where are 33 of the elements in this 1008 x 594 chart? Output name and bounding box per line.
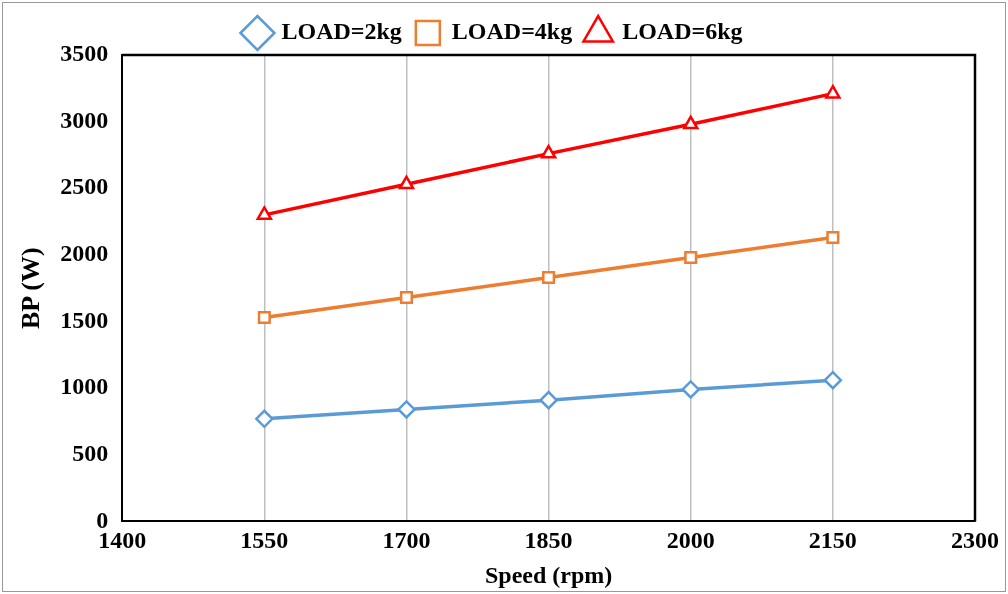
point <box>398 175 415 190</box>
point <box>681 380 700 399</box>
y-tick-label: 3000 <box>60 106 109 133</box>
x-axis-title: Speed (rpm) <box>484 561 613 588</box>
legend-label: LOAD=6kg <box>622 18 743 45</box>
x-tick-label: 1550 <box>240 527 289 553</box>
point <box>823 370 843 390</box>
y-tick-label: 2000 <box>60 240 109 267</box>
x-tick-label: 1700 <box>382 527 431 553</box>
point <box>399 290 414 305</box>
point <box>540 144 557 159</box>
point <box>256 206 273 220</box>
x-tick-label: 2300 <box>951 527 999 553</box>
point <box>255 409 274 429</box>
point <box>542 270 556 285</box>
y-tick-label: 1000 <box>60 373 109 400</box>
y-tick-label: 500 <box>72 439 109 466</box>
point <box>826 231 840 245</box>
point <box>397 400 416 419</box>
point <box>539 390 558 410</box>
y-tick-label: 1500 <box>60 306 109 333</box>
legend-label: LOAD=2kg <box>281 18 402 45</box>
x-tick-label: 2150 <box>808 527 857 553</box>
y-tick-label: 2500 <box>60 173 109 200</box>
point <box>257 310 271 325</box>
point <box>682 115 699 130</box>
y-axis-title: BP (W) <box>16 247 46 329</box>
point <box>825 84 841 99</box>
x-tick-label: 1850 <box>524 527 573 553</box>
x-tick-label: 2000 <box>666 527 715 553</box>
point <box>684 251 698 265</box>
legend-label: LOAD=4kg <box>451 18 573 45</box>
y-tick-label: 3500 <box>60 40 109 67</box>
